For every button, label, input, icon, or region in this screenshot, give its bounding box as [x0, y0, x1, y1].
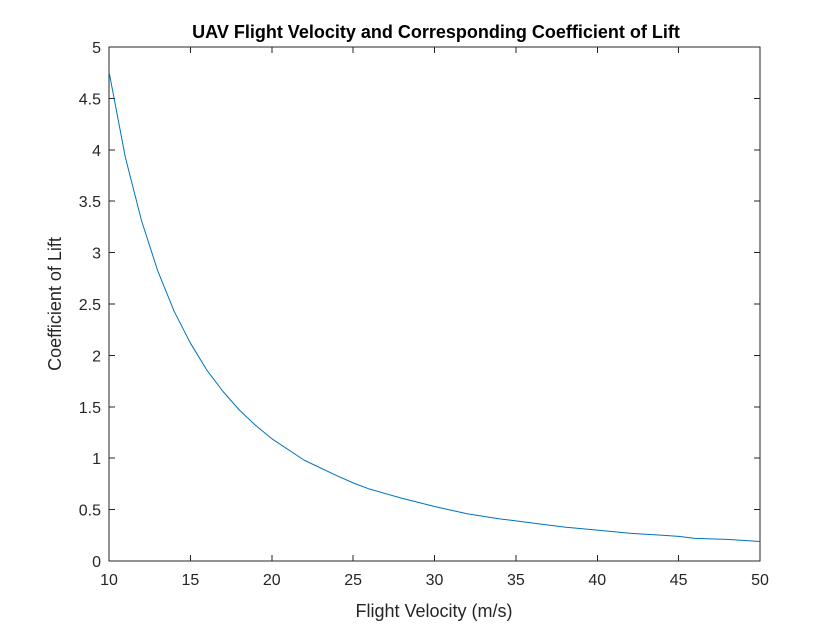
x-tick-label: 50 — [751, 572, 769, 589]
series-layer — [108, 71, 761, 542]
y-tick-label: 2 — [92, 348, 101, 365]
series-line — [108, 71, 761, 542]
x-tick-label: 10 — [100, 572, 118, 589]
y-tick-label: 4.5 — [79, 91, 101, 108]
ticks-layer: 10 15 20 25 30 35 40 45 50 0 0.5 1 1.5 2 2.5 3 3.5 4 4.5 5 — [79, 40, 769, 589]
x-tick-label: 20 — [263, 572, 281, 589]
y-tick-label: 3 — [92, 246, 101, 263]
y-tick-label: 3.5 — [79, 194, 101, 211]
y-axis-label: Coefficient of Lift — [45, 237, 65, 371]
x-tick-label: 40 — [588, 572, 606, 589]
x-tick-label: 35 — [507, 572, 525, 589]
axes-box — [108, 46, 761, 562]
plot-area — [108, 46, 761, 562]
y-tick-label: 0 — [92, 554, 101, 571]
y-tick-label: 1 — [92, 451, 101, 468]
y-tick-label: 5 — [92, 40, 101, 57]
x-axis-label: Flight Velocity (m/s) — [355, 601, 512, 621]
y-tick-label: 0.5 — [79, 503, 101, 520]
x-tick-label: 15 — [181, 572, 199, 589]
chart-title: UAV Flight Velocity and Corresponding Co… — [192, 22, 680, 42]
y-tick-label: 1.5 — [79, 400, 101, 417]
y-tick-label: 2.5 — [79, 297, 101, 314]
x-tick-label: 25 — [344, 572, 362, 589]
x-tick-label: 45 — [670, 572, 688, 589]
y-tick-label: 4 — [92, 143, 101, 160]
x-tick-label: 30 — [426, 572, 444, 589]
